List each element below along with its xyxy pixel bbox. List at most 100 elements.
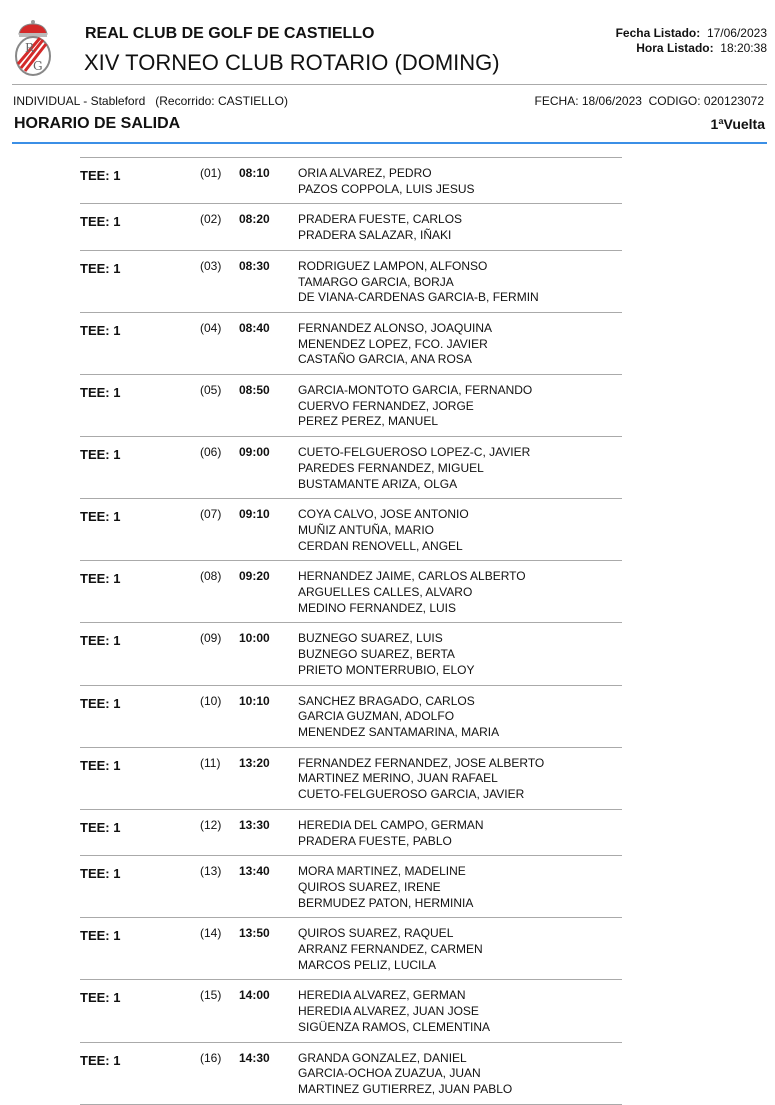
player-name: TAMARGO GARCIA, BORJA [298,274,454,289]
tee-time-row: TEE: 1 (07) 09:10 COYA CALVO, JOSE ANTONIO M… [80,498,622,560]
tee-time-row: TEE: 1 (04) 08:40 FERNANDEZ ALONSO, JOAQUIN… [80,311,622,374]
tee-time: 08:20 [239,212,270,227]
player-name: QUIROS SUAREZ, IRENE [298,879,441,894]
tee-label: TEE: 1 [80,571,121,587]
player-list: HEREDIA DEL CAMPO, GERMAN PRADERA FUESTE,… [298,818,484,849]
player-name: MUÑIZ ANTUÑA, MARIO [298,522,435,537]
tee-time-row: TEE: 1 (01) 08:10 ORIA ALVAREZ, PEDRO PAZOS … [80,157,622,203]
player-name: PRADERA FUESTE, CARLOS [298,212,463,227]
tee-time: 13:50 [239,926,270,941]
tee-time-row: TEE: 1 (09) 10:00 BUZNEGO SUAREZ, LUIS BUZNE… [80,622,622,684]
tee-time-row: TEE: 1 (03) 08:30 RODRIGUEZ LAMPON, ALFONSO… [80,249,622,312]
round-label: 1ªVuelta [710,116,765,132]
tee-label: TEE: 1 [80,757,121,773]
player-name: FERNANDEZ FERNANDEZ, JOSE ALBERTO [298,755,545,770]
tee-time: 10:10 [239,693,270,708]
group-number: (13) [200,864,222,879]
player-name: MEDINO FERNANDEZ, LUIS [298,600,457,615]
player-list: MORA MARTINEZ, MADELINE QUIROS SUAREZ, IR… [298,864,473,911]
tee-label: TEE: 1 [80,819,121,835]
tee-time-row: TEE: 1 (12) 13:30 HEREDIA DEL CAMPO, GERMAN… [80,808,622,855]
player-list: HERNANDEZ JAIME, CARLOS ALBERTO ARGUELLES… [298,569,526,616]
group-number: (06) [200,445,222,460]
player-name: CUERVO FERNANDEZ, JORGE [298,398,474,413]
tee-time: 09:10 [239,507,270,522]
tee-label: TEE: 1 [80,385,121,401]
player-name: BERMUDEZ PATON, HERMINIA [298,895,474,910]
group-number: (01) [200,166,222,180]
tee-time-row: TEE: 1 (13) 13:40 MORA MARTINEZ, MADELINE QU… [80,855,622,917]
player-list: CUETO-FELGUEROSO LOPEZ-C, JAVIER PAREDES … [298,445,530,492]
section-title: HORARIO DE SALIDA [14,115,181,132]
player-name: RODRIGUEZ LAMPON, ALFONSO [298,258,488,273]
tee-time-row: TEE: 1 (11) 13:20 FERNANDEZ FERNANDEZ, JOSE… [80,746,622,809]
player-name: MENENDEZ LOPEZ, FCO. JAVIER [298,336,488,351]
player-name: HEREDIA DEL CAMPO, GERMAN [298,817,484,832]
tournament-title: XIV TORNEO CLUB ROTARIO (DOMING) [84,50,500,75]
tee-time: 08:10 [239,166,270,180]
player-name: MARCOS PELIZ, LUCILA [298,957,437,972]
player-name: SIGÜENZA RAMOS, CLEMENTINA [298,1019,491,1034]
player-name: CASTAÑO GARCIA, ANA ROSA [298,352,472,367]
tee-time-row: TEE: 1 (16) 14:30 GRANDA GONZALEZ, DANIEL GA… [80,1041,622,1105]
player-list: QUIROS SUAREZ, RAQUEL ARRANZ FERNANDEZ, C… [298,926,483,973]
tee-label: TEE: 1 [80,928,121,944]
tee-label: TEE: 1 [80,214,121,230]
group-number: (03) [200,258,222,273]
tee-time-row: TEE: 1 (06) 09:00 CUETO-FELGUEROSO LOPEZ-C,… [80,436,622,498]
tee-time: 13:20 [239,755,270,770]
tee-time: 13:40 [239,864,270,879]
player-name: SANCHEZ BRAGADO, CARLOS [298,693,475,708]
player-name: PEREZ PEREZ, MANUEL [298,414,439,429]
player-name: CUETO-FELGUEROSO LOPEZ-C, JAVIER [298,445,531,460]
group-number: (09) [200,631,222,646]
player-name: ARGUELLES CALLES, ALVARO [298,585,473,600]
player-name: QUIROS SUAREZ, RAQUEL [298,926,454,941]
tee-label: TEE: 1 [80,168,121,183]
group-number: (04) [200,320,222,335]
player-name: BUSTAMANTE ARIZA, OLGA [298,476,458,491]
date-code: FECHA: 18/06/2023 CODIGO: 020123072 [534,94,764,108]
group-number: (05) [200,383,222,398]
tee-label: TEE: 1 [80,695,121,711]
group-number: (10) [200,693,222,708]
player-name: ORIA ALVAREZ, PEDRO [298,166,432,180]
player-name: HEREDIA ALVAREZ, JUAN JOSE [298,1004,479,1019]
player-name: MENENDEZ SANTAMARINA, MARIA [298,724,500,739]
tee-time: 09:00 [239,445,270,460]
tee-time-row: TEE: 1 (05) 08:50 GARCIA-MONTOTO GARCIA, FE… [80,374,622,436]
tee-time: 08:30 [239,258,270,273]
player-list: ORIA ALVAREZ, PEDRO PAZOS COPPOLA, LUIS J… [298,166,475,197]
player-list: PRADERA FUESTE, CARLOS PRADERA SALAZAR, I… [298,212,462,243]
tee-time: 09:20 [239,569,270,584]
competition-format: INDIVIDUAL - Stableford (Recorrido: CAST… [13,94,288,108]
player-name: GRANDA GONZALEZ, DANIEL [298,1050,467,1065]
tee-label: TEE: 1 [80,866,121,882]
player-name: GARCIA-OCHOA ZUAZUA, JUAN [298,1066,481,1081]
group-number: (15) [200,988,222,1003]
player-name: HERNANDEZ JAIME, CARLOS ALBERTO [298,569,526,584]
player-list: COYA CALVO, JOSE ANTONIO MUÑIZ ANTUÑA, MA… [298,507,469,554]
tee-time: 08:40 [239,320,270,335]
player-list: GARCIA-MONTOTO GARCIA, FERNANDO CUERVO FE… [298,383,532,430]
tee-label: TEE: 1 [80,1052,121,1068]
tee-label: TEE: 1 [80,447,121,463]
tee-time-list: TEE: 1 (01) 08:10 ORIA ALVAREZ, PEDRO PAZOS … [80,157,622,1105]
player-name: HEREDIA ALVAREZ, GERMAN [298,988,466,1003]
tee-label: TEE: 1 [80,260,121,276]
player-list: GRANDA GONZALEZ, DANIEL GARCIA-OCHOA ZUAZ… [298,1051,512,1098]
player-name: MARTINEZ MERINO, JUAN RAFAEL [298,771,498,786]
player-list: BUZNEGO SUAREZ, LUIS BUZNEGO SUAREZ, BERT… [298,631,474,678]
group-number: (02) [200,212,222,227]
tee-label: TEE: 1 [80,509,121,525]
tee-label: TEE: 1 [80,322,121,338]
tee-time-row: TEE: 1 (10) 10:10 SANCHEZ BRAGADO, CARLOS GA… [80,684,622,747]
tee-label: TEE: 1 [80,633,121,649]
tee-time-row: TEE: 1 (02) 08:20 PRADERA FUESTE, CARLOS PRA… [80,203,622,249]
group-number: (14) [200,926,222,941]
group-number: (07) [200,507,222,522]
divider [12,84,767,85]
player-name: ARRANZ FERNANDEZ, CARMEN [298,942,483,957]
player-name: DE VIANA-CARDENAS GARCIA-B, FERMIN [298,290,539,305]
tee-time: 08:50 [239,383,270,398]
